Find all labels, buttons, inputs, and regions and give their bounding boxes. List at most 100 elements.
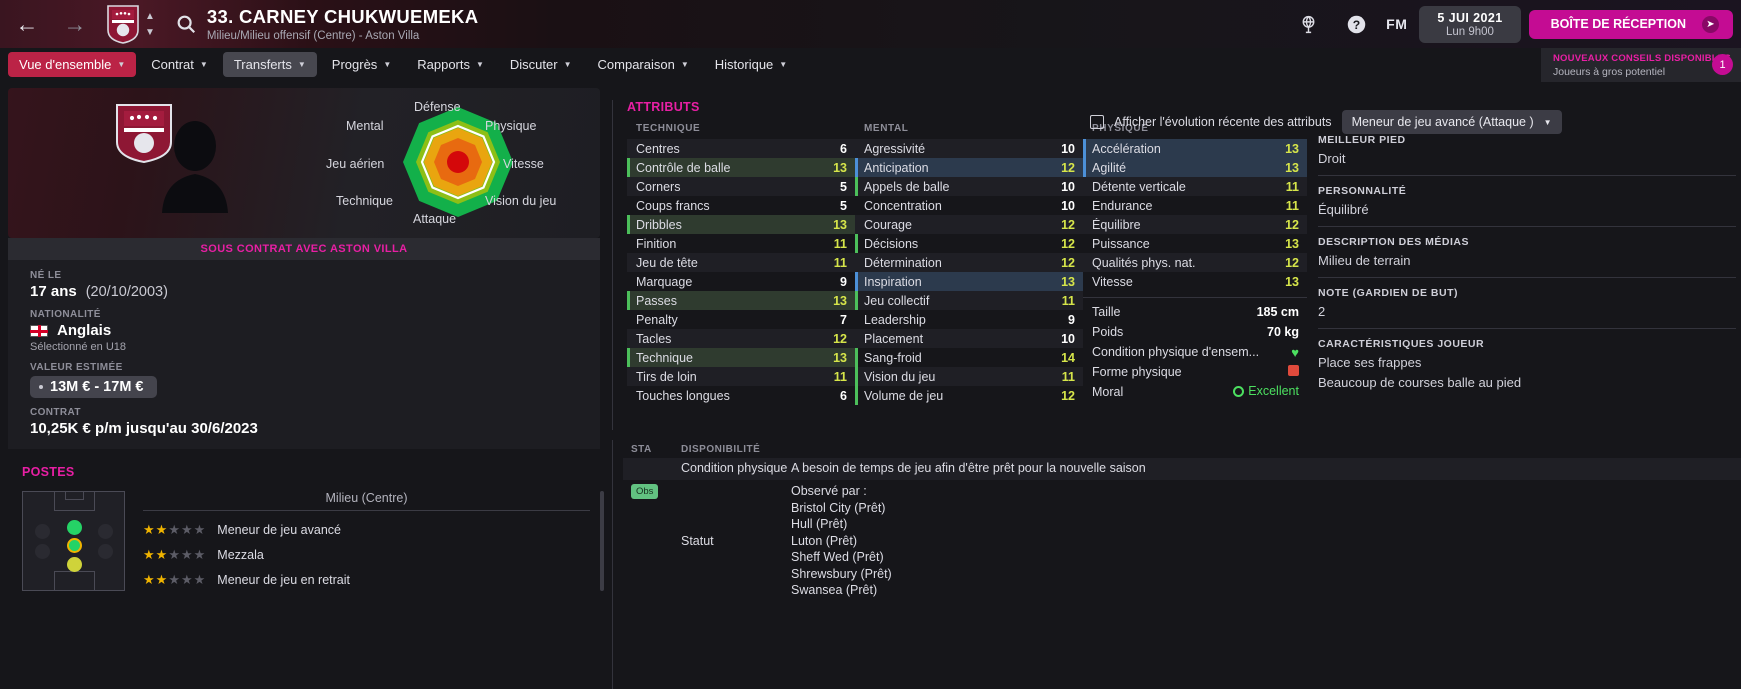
player-photo-silhouette xyxy=(162,121,228,213)
attribute-row[interactable]: Volume de jeu 12 xyxy=(855,386,1083,405)
attribute-row[interactable]: Inspiration 13 xyxy=(855,272,1083,291)
attribute-row[interactable]: Technique 13 xyxy=(627,348,855,367)
globe-icon[interactable] xyxy=(1291,7,1325,41)
attribute-name: Vitesse xyxy=(1092,274,1133,289)
club-switcher-stepper[interactable]: ▲ ▼ xyxy=(145,11,155,38)
estimated-value-chip[interactable]: 13M € - 17M € xyxy=(30,376,157,398)
attribute-row[interactable]: Équilibre 12 xyxy=(1083,215,1307,234)
radar-label-jeu-aerien: Jeu aérien xyxy=(326,157,385,171)
attribute-row[interactable]: Contrôle de balle 13 xyxy=(627,158,855,177)
chevron-down-icon[interactable]: ▼ xyxy=(145,26,155,38)
physical-extra-info: Taille 185 cm Poids 70 kg Condition physique… xyxy=(1083,297,1307,402)
role-row[interactable]: ★★★★★ Mezzala xyxy=(143,542,590,567)
attribute-row[interactable]: Tirs de loin 11 xyxy=(627,367,855,386)
attribute-row[interactable]: Accélération 13 xyxy=(1083,139,1307,158)
attribute-name: Volume de jeu xyxy=(864,388,944,403)
attribute-row[interactable]: Sang-froid 14 xyxy=(855,348,1083,367)
attribute-value: 10 xyxy=(1061,141,1075,156)
attribute-row[interactable]: Placement 10 xyxy=(855,329,1083,348)
sidebar-block: NOTE (GARDIEN DE BUT) 2 xyxy=(1318,287,1736,329)
availability-text-line: Sheff Wed (Prêt) xyxy=(791,550,884,564)
menu-item-progr-s[interactable]: Progrès ▼ xyxy=(321,52,402,77)
attribute-row[interactable]: Endurance 11 xyxy=(1083,196,1307,215)
attribute-row[interactable]: Jeu de tête 11 xyxy=(627,253,855,272)
attribute-row[interactable]: Appels de balle 10 xyxy=(855,177,1083,196)
attribute-row[interactable]: Anticipation 12 xyxy=(855,158,1083,177)
role-row[interactable]: ★★★★★ Meneur de jeu en retrait xyxy=(143,567,590,592)
attribute-value: 13 xyxy=(1285,236,1299,251)
nationality-text: Anglais xyxy=(57,322,112,339)
attribute-row[interactable]: Vitesse 13 xyxy=(1083,272,1307,291)
attribute-value: 12 xyxy=(1285,217,1299,232)
menu-item-historique[interactable]: Historique ▼ xyxy=(704,52,798,77)
role-filter-dropdown[interactable]: Meneur de jeu avancé (Attaque ) ▼ xyxy=(1341,110,1562,134)
menu-item-discuter[interactable]: Discuter ▼ xyxy=(499,52,583,77)
chevron-up-icon[interactable]: ▲ xyxy=(145,10,155,22)
attribute-value: 12 xyxy=(1285,255,1299,270)
attribute-row[interactable]: Qualités phys. nat. 12 xyxy=(1083,253,1307,272)
attribute-value: 11 xyxy=(833,369,847,384)
menu-item-comparaison[interactable]: Comparaison ▼ xyxy=(587,52,700,77)
attribute-row[interactable]: Centres 6 xyxy=(627,139,855,158)
attribute-row[interactable]: Jeu collectif 11 xyxy=(855,291,1083,310)
forward-arrow-icon[interactable]: → xyxy=(63,10,87,37)
pitch-six-yard-top xyxy=(65,492,84,500)
attribute-row[interactable]: Décisions 12 xyxy=(855,234,1083,253)
help-icon[interactable]: ? xyxy=(1339,7,1373,41)
attribute-row[interactable]: Détermination 12 xyxy=(855,253,1083,272)
attribute-value: 11 xyxy=(1061,369,1075,384)
attribute-row[interactable]: Concentration 10 xyxy=(855,196,1083,215)
attribute-row[interactable]: Corners 5 xyxy=(627,177,855,196)
attribute-row[interactable]: Marquage 9 xyxy=(627,272,855,291)
attribute-column-header: PHYSIQUE xyxy=(1092,123,1149,134)
menu-item-transferts[interactable]: Transferts ▼ xyxy=(222,51,317,77)
role-star-rating: ★★★★★ xyxy=(143,521,207,537)
role-row[interactable]: ★★★★★ Meneur de jeu avancé xyxy=(143,517,590,542)
player-menu-bar: Vue d'ensemble ▼ Contrat ▼ Transferts ▼ Progrè… xyxy=(0,48,1741,80)
attribute-row[interactable]: Dribbles 13 xyxy=(627,215,855,234)
menu-item-label: Transferts xyxy=(233,56,292,72)
postes-scrollbar[interactable] xyxy=(600,491,604,591)
attribute-row[interactable]: Touches longues 6 xyxy=(627,386,855,405)
attribute-row[interactable]: Détente verticale 11 xyxy=(1083,177,1307,196)
tips-notification[interactable]: NOUVEAUX CONSEILS DISPONIBLES Joueurs à … xyxy=(1541,48,1741,82)
back-arrow-icon[interactable]: ← xyxy=(15,10,39,37)
attribute-row[interactable]: Coups francs 5 xyxy=(627,196,855,215)
physical-extra-row: Condition physique d'ensem... ♥ xyxy=(1083,342,1307,362)
sidebar-block-label: PERSONNALITÉ xyxy=(1318,185,1407,197)
attribute-row[interactable]: Courage 12 xyxy=(855,215,1083,234)
attribute-column-header: TECHNIQUE xyxy=(636,123,701,134)
availability-header-row: STA DISPONIBILITÉ xyxy=(623,440,1741,458)
attribute-row[interactable]: Penalty 7 xyxy=(627,310,855,329)
menu-item-vue-d-ensemble[interactable]: Vue d'ensemble ▼ xyxy=(8,51,137,77)
attribute-row[interactable]: Vision du jeu 11 xyxy=(855,367,1083,386)
sidebar-block-value: Milieu de terrain xyxy=(1318,253,1411,268)
attribute-columns: TECHNIQUE Centres 6 Contrôle de balle 13 Corn… xyxy=(627,123,1312,405)
show-recent-changes-checkbox[interactable] xyxy=(1090,115,1104,129)
roles-column: Milieu (Centre) ★★★★★ Meneur de jeu avanc… xyxy=(143,491,600,592)
attribute-row[interactable]: Agilité 13 xyxy=(1083,158,1307,177)
menu-item-contrat[interactable]: Contrat ▼ xyxy=(140,52,219,77)
menu-item-label: Rapports xyxy=(417,56,470,72)
attribute-value: 13 xyxy=(833,160,847,175)
tips-badge[interactable]: 1 xyxy=(1712,54,1733,75)
radar-label-vision: Vision du jeu xyxy=(485,194,557,208)
attribute-row[interactable]: Passes 13 xyxy=(627,291,855,310)
availability-text: Observé par : Bristol City (Prêt) Hull (Pr… xyxy=(791,480,1741,599)
attribute-row[interactable]: Tacles 12 xyxy=(627,329,855,348)
attribute-radar-chart: Défense Physique Vitesse Vision du jeu A… xyxy=(318,94,598,230)
attribute-name: Touches longues xyxy=(636,388,730,403)
attribute-name: Tacles xyxy=(636,331,672,346)
physical-extra-label: Moral xyxy=(1092,385,1124,399)
chevron-right-icon: ➤ xyxy=(1702,15,1719,33)
search-icon[interactable] xyxy=(175,13,197,35)
game-date-chip[interactable]: 5 JUI 2021 Lun 9h00 xyxy=(1419,5,1521,43)
attribute-row[interactable]: Leadership 9 xyxy=(855,310,1083,329)
attribute-row[interactable]: Puissance 13 xyxy=(1083,234,1307,253)
attribute-row[interactable]: Finition 11 xyxy=(627,234,855,253)
inbox-button[interactable]: BOÎTE DE RÉCEPTION ➤ xyxy=(1528,9,1733,39)
attribute-row[interactable]: Agressivité 10 xyxy=(855,139,1083,158)
sidebar-block-label: DESCRIPTION DES MÉDIAS xyxy=(1318,236,1470,248)
club-crest-icon[interactable] xyxy=(106,4,140,44)
menu-item-rapports[interactable]: Rapports ▼ xyxy=(406,52,495,77)
